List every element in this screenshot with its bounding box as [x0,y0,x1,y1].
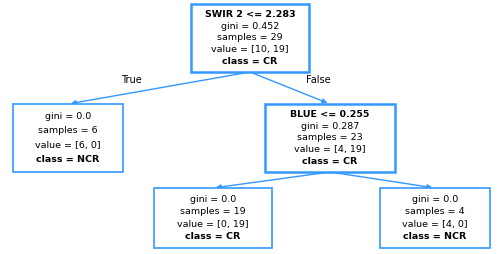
Text: class = CR: class = CR [186,232,240,241]
Text: samples = 19: samples = 19 [180,207,246,216]
Text: class = CR: class = CR [302,157,358,166]
Text: gini = 0.0: gini = 0.0 [45,112,91,121]
FancyBboxPatch shape [13,104,123,172]
Text: True: True [120,75,142,85]
Text: class = NCR: class = NCR [36,155,100,164]
Text: samples = 6: samples = 6 [38,126,98,135]
Text: False: False [306,75,330,85]
Text: class = NCR: class = NCR [404,232,466,241]
Text: samples = 29: samples = 29 [217,34,283,42]
Text: gini = 0.0: gini = 0.0 [412,195,458,204]
FancyBboxPatch shape [380,188,490,248]
Text: gini = 0.0: gini = 0.0 [190,195,236,204]
Text: BLUE <= 0.255: BLUE <= 0.255 [290,110,370,119]
Text: samples = 23: samples = 23 [297,134,363,142]
Text: value = [4, 0]: value = [4, 0] [402,220,468,229]
Text: value = [10, 19]: value = [10, 19] [211,45,289,54]
Text: value = [0, 19]: value = [0, 19] [177,220,249,229]
Text: samples = 4: samples = 4 [405,207,465,216]
Text: value = [4, 19]: value = [4, 19] [294,145,366,154]
FancyBboxPatch shape [191,4,309,72]
FancyBboxPatch shape [154,188,272,248]
FancyBboxPatch shape [265,104,395,172]
Text: SWIR 2 <= 2.283: SWIR 2 <= 2.283 [204,10,296,19]
Text: gini = 0.287: gini = 0.287 [301,122,359,131]
Text: gini = 0.452: gini = 0.452 [221,22,279,31]
Text: value = [6, 0]: value = [6, 0] [35,140,101,150]
Text: class = CR: class = CR [222,57,278,66]
